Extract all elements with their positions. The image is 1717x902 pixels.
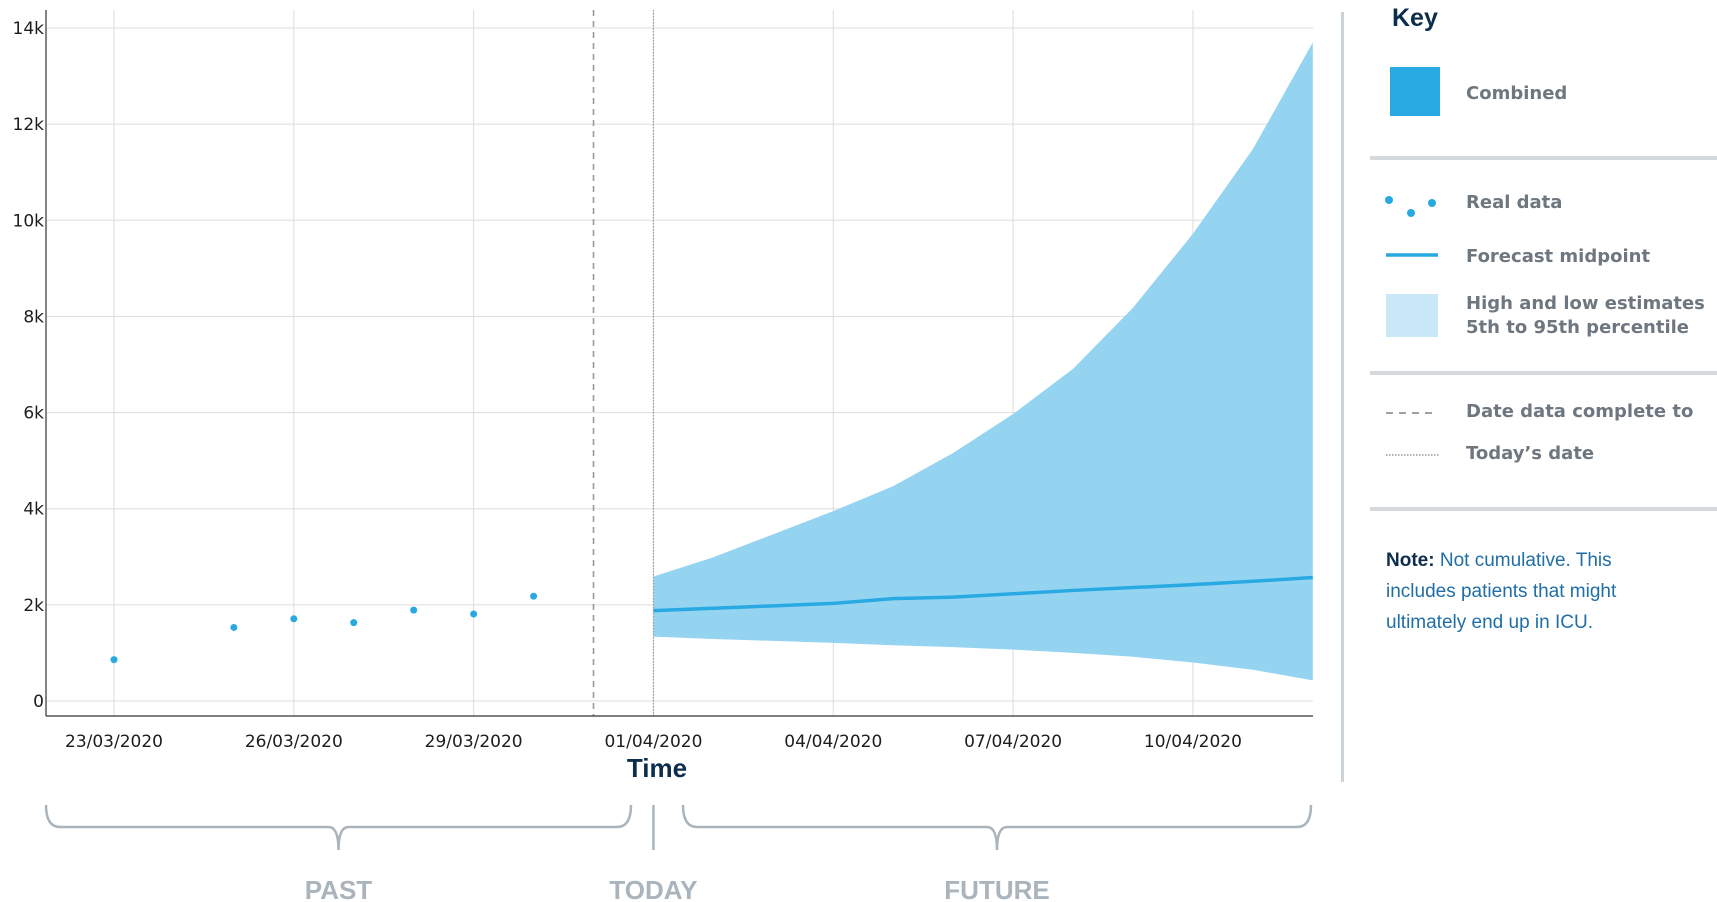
date-markers: [592, 10, 655, 716]
key-divider: [1370, 507, 1717, 511]
time-sections: PAST TODAY FUTURE: [44, 804, 1313, 902]
x-tick-label: 10/04/2020: [1144, 732, 1242, 752]
x-tick-label: 23/03/2020: [65, 732, 163, 752]
key-label-data-complete: Date data complete to: [1466, 401, 1694, 422]
y-tick-label: 8k: [23, 307, 44, 327]
forecast-midpoint-line: [653, 575, 1313, 613]
past-brace: [44, 804, 633, 851]
real-data-point: [350, 619, 358, 627]
key-label-forecast-midpoint: Forecast midpoint: [1466, 246, 1651, 267]
y-tick-label: 10k: [13, 211, 45, 231]
combined-swatch: [1390, 67, 1440, 116]
estimate-range-swatch: [1386, 294, 1438, 337]
real-data-point: [110, 656, 118, 664]
key-separator: [1341, 12, 1344, 782]
chart-key: Key Combined Real data Forecast midpoint…: [1368, 0, 1717, 902]
dotted-line-icon: [1386, 454, 1440, 456]
forecast-line-layer: [653, 575, 1313, 613]
key-note: Note: Not cumulative. This includes pati…: [1386, 545, 1686, 638]
real-data-points: [110, 592, 538, 664]
x-tick-labels: 23/03/2020 26/03/2020 29/03/2020 01/04/2020…: [65, 732, 1242, 752]
real-data-point: [230, 623, 238, 631]
key-title: Key: [1392, 4, 1438, 32]
chart-axes: [45, 10, 1313, 717]
y-tick-label: 2k: [23, 596, 44, 616]
real-data-point: [530, 592, 538, 600]
estimate-band-layer: [653, 42, 1313, 681]
x-tick-label: 29/03/2020: [425, 732, 523, 752]
section-label-today: TODAY: [609, 875, 697, 902]
x-tick-label: 01/04/2020: [604, 732, 702, 752]
x-tick-label: 07/04/2020: [964, 732, 1062, 752]
x-tick-label: 26/03/2020: [245, 732, 343, 752]
y-tick-label: 4k: [23, 500, 44, 520]
estimate-band: [653, 42, 1313, 681]
dashed-line-icon: [1386, 412, 1438, 414]
key-label-range-line2: 5th to 95th percentile: [1466, 317, 1689, 338]
x-tick-label: 04/04/2020: [784, 732, 882, 752]
x-axis-title: Time: [627, 753, 687, 783]
forecast-chart: 23/03/2020 26/03/2020 29/03/2020 01/04/2020…: [13, 10, 1313, 902]
section-label-past: PAST: [305, 875, 373, 902]
real-data-point: [290, 615, 298, 623]
key-divider: [1370, 371, 1717, 375]
y-tick-label: 0: [33, 692, 44, 712]
y-tick-label: 12k: [13, 115, 45, 135]
section-label-future: FUTURE: [944, 875, 1049, 902]
future-brace: [681, 804, 1313, 851]
key-label-combined: Combined: [1466, 83, 1568, 104]
key-divider: [1370, 156, 1717, 160]
key-label-todays-date: Today’s date: [1466, 443, 1595, 464]
real-data-point: [470, 610, 478, 618]
note-label: Note:: [1386, 550, 1435, 571]
y-tick-labels: 0 2k 4k 6k 8k 10k 12k 14k: [13, 19, 45, 712]
key-label-range-line1: High and low estimates: [1466, 293, 1705, 314]
key-label-real-data: Real data: [1466, 192, 1563, 213]
y-tick-label: 6k: [23, 404, 44, 424]
y-tick-label: 14k: [13, 19, 45, 39]
real-data-point: [410, 606, 418, 614]
forecast-line-icon: [1386, 253, 1438, 257]
real-data-icon: [1385, 196, 1436, 217]
note-text: Not cumulative. This includes patients t…: [1386, 550, 1617, 633]
